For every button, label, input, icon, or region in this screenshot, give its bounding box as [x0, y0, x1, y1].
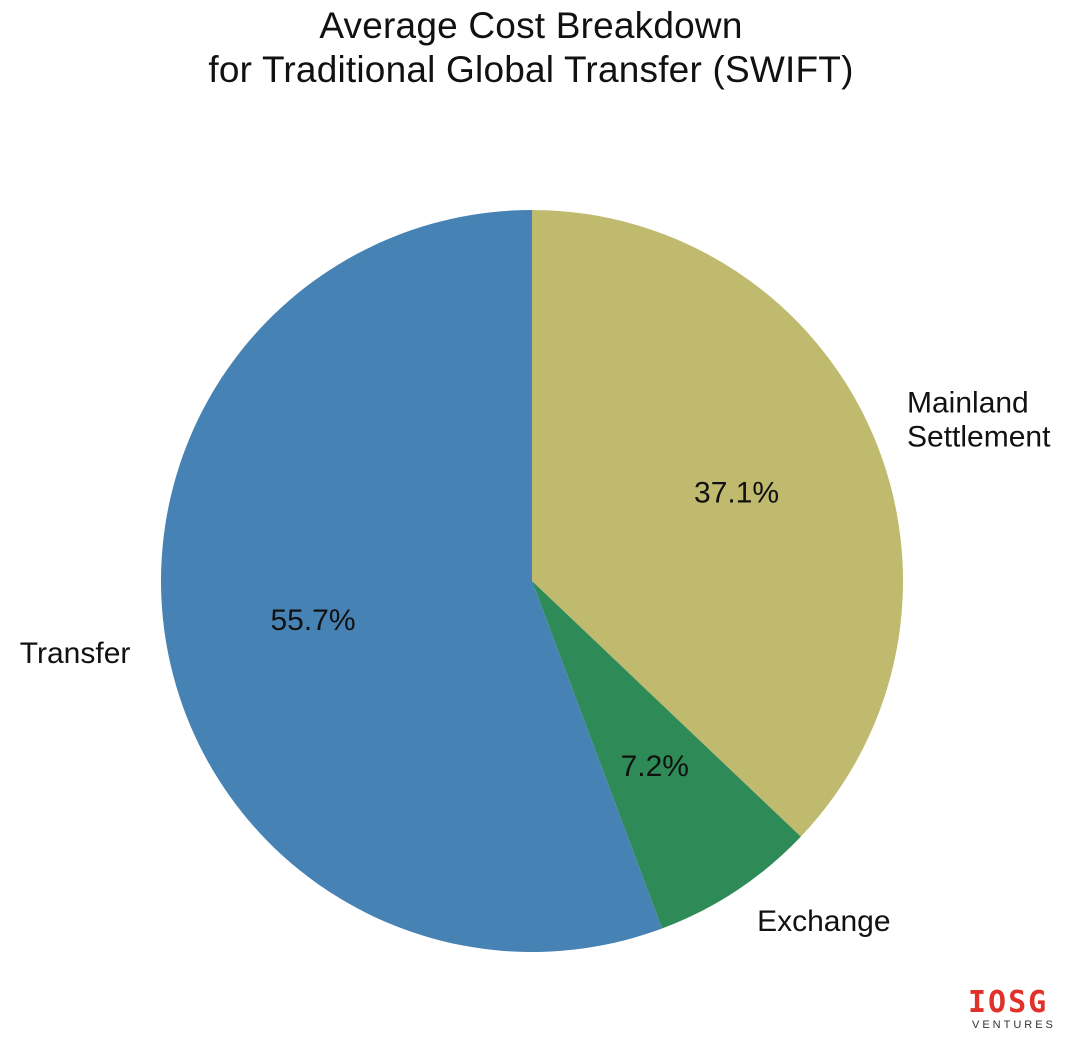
pie-category-label-line: Exchange — [757, 905, 890, 938]
pie-slice-exchange — [532, 581, 801, 929]
pie-slice-transfer — [161, 210, 663, 952]
pie-category-label-transfer: Transfer — [20, 637, 131, 670]
pie-pct-label-mainland-settlement: 37.1% — [694, 477, 779, 510]
pie-category-label-exchange: Exchange — [757, 905, 890, 938]
chart-title: Average Cost Breakdown for Traditional G… — [0, 4, 1062, 92]
pie-category-label-line: Transfer — [20, 637, 131, 670]
chart-title-line-2: for Traditional Global Transfer (SWIFT) — [208, 49, 854, 90]
pie-category-label-line: Settlement — [907, 421, 1051, 454]
pie-slice-mainland-settlement — [532, 210, 904, 837]
logo-subtitle: VENTURES — [972, 1019, 1056, 1031]
chart-title-line-1: Average Cost Breakdown — [319, 5, 743, 46]
pie-category-label-mainland-settlement: Mainland Settlement — [907, 387, 1051, 454]
logo-mark: IOSG — [968, 985, 1049, 1020]
pie-pct-label-exchange: 7.2% — [621, 750, 689, 783]
pie-pct-label-transfer: 55.7% — [270, 604, 355, 637]
iosg-ventures-logo: IOSG VENTURES — [968, 988, 1064, 1038]
pie-category-label-line: Mainland — [907, 387, 1029, 420]
